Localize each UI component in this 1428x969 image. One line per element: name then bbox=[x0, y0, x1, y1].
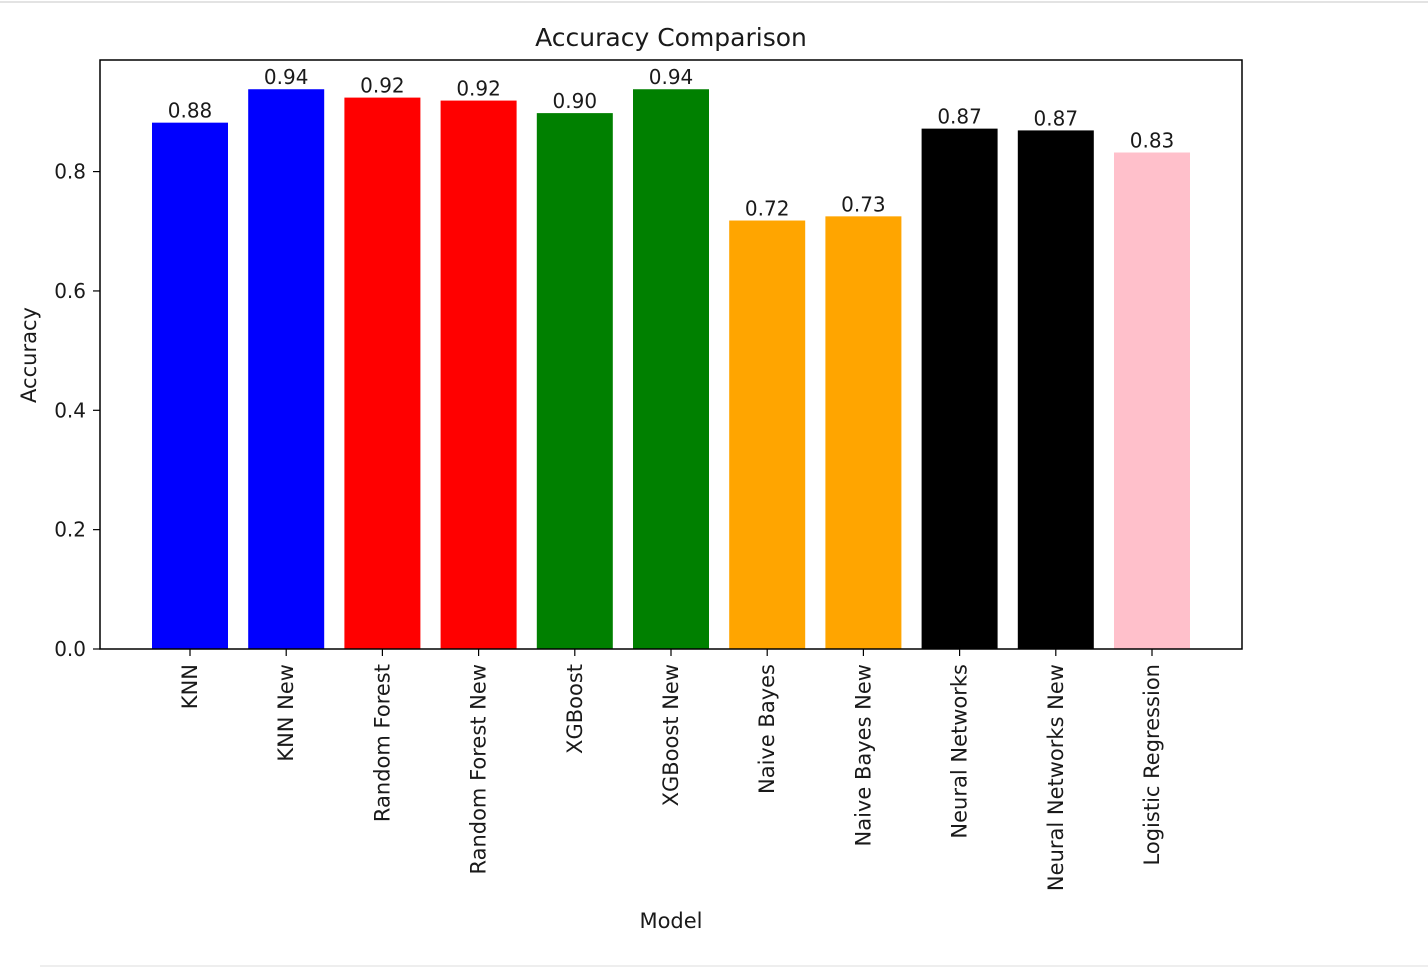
x-tick-label: KNN bbox=[178, 664, 202, 709]
bar-value-label: 0.83 bbox=[1130, 128, 1175, 152]
x-tick-label: XGBoost New bbox=[659, 664, 683, 806]
bar bbox=[825, 216, 902, 649]
x-tick-label: Random Forest bbox=[370, 664, 394, 822]
x-tick-label: Random Forest New bbox=[467, 664, 491, 875]
x-tick-label: KNN New bbox=[274, 664, 298, 762]
bar bbox=[440, 100, 517, 650]
x-tick-label: Neural Networks bbox=[948, 664, 972, 839]
bar-value-label: 0.88 bbox=[168, 99, 213, 123]
bar bbox=[344, 97, 421, 649]
y-axis-label: Accuracy bbox=[17, 307, 41, 403]
bar bbox=[921, 128, 998, 650]
y-tick-label: 0.4 bbox=[54, 398, 86, 422]
bar-value-label: 0.72 bbox=[745, 197, 790, 221]
bar bbox=[729, 220, 806, 649]
y-tick-label: 0.6 bbox=[54, 279, 86, 303]
x-tick-label: Naive Bayes New bbox=[851, 664, 875, 846]
x-tick-label: XGBoost bbox=[563, 664, 587, 754]
bars-group bbox=[152, 89, 1190, 650]
bar-value-label: 0.94 bbox=[264, 65, 309, 89]
bar bbox=[536, 113, 613, 649]
x-tick-label: Logistic Regression bbox=[1140, 664, 1164, 865]
bar bbox=[633, 89, 709, 649]
bar-value-label: 0.94 bbox=[649, 65, 694, 89]
y-axis-ticks: 0.0 0.2 0.4 0.6 0.8 bbox=[54, 160, 100, 661]
bar-value-label: 0.73 bbox=[841, 192, 886, 216]
data-labels-group: 0.88 0.94 0.92 0.92 0.90 0.94 0.72 0.73 0.87 0.87… bbox=[168, 65, 1175, 220]
chart-title: Accuracy Comparison bbox=[535, 23, 807, 52]
bar bbox=[1017, 130, 1094, 649]
y-tick-label: 0.0 bbox=[54, 637, 86, 661]
x-tick-label: Naive Bayes bbox=[755, 664, 779, 794]
bar-value-label: 0.90 bbox=[553, 89, 598, 113]
y-tick-label: 0.2 bbox=[54, 518, 86, 542]
bar bbox=[248, 89, 325, 649]
bar-value-label: 0.92 bbox=[456, 77, 501, 101]
bar-value-label: 0.92 bbox=[360, 74, 405, 98]
x-axis-label: Model bbox=[639, 909, 702, 933]
y-tick-label: 0.8 bbox=[54, 160, 86, 184]
x-axis-ticks: KNN KNN New Random Forest Random Forest New… bbox=[178, 649, 1164, 891]
bar-value-label: 0.87 bbox=[1034, 106, 1079, 130]
bar bbox=[152, 122, 228, 650]
x-tick-label: Neural Networks New bbox=[1044, 664, 1068, 891]
bar bbox=[1114, 152, 1190, 649]
bar-value-label: 0.87 bbox=[937, 105, 982, 129]
plot-area-frame bbox=[99, 59, 1243, 650]
